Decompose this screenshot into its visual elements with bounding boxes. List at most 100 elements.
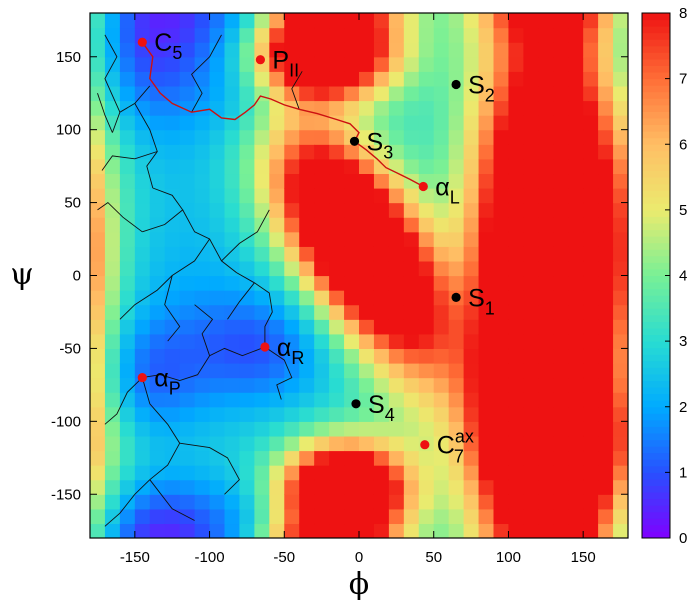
heatmap-cell [463,56,480,72]
heatmap-cell [568,71,584,87]
heatmap-cell [239,319,255,335]
heatmap-cell [568,144,584,160]
heatmap-cell [104,217,121,233]
heatmap-cell [254,377,270,393]
heatmap-cell [598,27,614,43]
heatmap-cell [523,173,539,189]
state-point-marker [418,181,428,192]
heatmap-cell [433,115,450,131]
heatmap-cell [553,202,569,218]
heatmap-cell [508,56,524,72]
heatmap-cell [254,217,270,233]
heatmap-cell [583,56,599,72]
heatmap-cell [463,13,480,29]
heatmap-cell [224,173,241,189]
heatmap-cell [239,465,255,481]
heatmap-cell [314,158,330,175]
heatmap-cell [538,319,554,335]
heatmap-cell [388,450,405,466]
heatmap-cell [523,363,539,379]
heatmap-cell [90,217,106,233]
heatmap-cell [119,290,136,306]
heatmap-cell [568,260,584,277]
heatmap-cell [583,333,599,350]
heatmap-cell [523,275,539,291]
heatmap-cell [508,188,524,204]
heatmap-cell [373,421,390,437]
heatmap-cell [224,129,241,145]
heatmap-cell [508,100,524,116]
heatmap-cell [538,377,554,393]
heatmap-cell [254,523,270,538]
heatmap-cell [329,100,345,116]
heatmap-cell [373,319,390,335]
heatmap-cell [493,42,510,58]
heatmap-cell [583,13,599,29]
colorbar-tick-label: 7 [679,71,687,88]
heatmap-cell [538,304,554,320]
heatmap-cell [254,435,270,452]
heatmap-cell [149,27,166,43]
heatmap-cell [583,421,599,437]
heatmap-cell [508,129,524,145]
colorbar-segment [642,177,670,185]
heatmap-cell [254,348,270,364]
heatmap-cell [314,115,330,131]
heatmap-cell [299,13,315,29]
heatmap-cell [194,392,211,408]
heatmap-cell [538,71,554,87]
heatmap-cell [463,115,480,131]
heatmap-cell [463,85,480,102]
heatmap-cell [329,377,345,393]
heatmap-cell [553,523,569,538]
heatmap-cell [149,377,166,393]
state-label-main: C [154,29,172,57]
heatmap-cell [403,115,420,131]
heatmap-cell [508,115,524,131]
heatmap-cell [299,71,315,87]
heatmap-cell [134,290,151,306]
heatmap-cell [523,260,539,277]
heatmap-cell [359,275,375,291]
heatmap-cell [553,173,569,189]
heatmap-cell [299,392,315,408]
heatmap-cell [299,377,315,393]
heatmap-cell [149,85,166,102]
heatmap-cell [359,392,375,408]
heatmap-cell [299,523,315,538]
heatmap-cell [448,421,465,437]
heatmap-cell [149,115,166,131]
heatmap-cell [568,494,584,510]
heatmap-cell [359,479,375,495]
heatmap-cell [583,71,599,87]
heatmap-cell [493,465,510,481]
heatmap-cell [478,231,495,247]
heatmap-cell [568,158,584,175]
heatmap-cell [433,202,450,218]
heatmap-cell [523,56,539,72]
heatmap-cell [149,494,166,510]
heatmap-cell [149,392,166,408]
heatmap-cell [344,144,360,160]
heatmap-cell [209,13,226,29]
heatmap-cell [598,188,614,204]
heatmap-cell [299,479,315,495]
colorbar-segment [642,419,670,427]
heatmap-cell [508,319,524,335]
heatmap-cell [418,377,435,393]
heatmap-cell [269,406,285,422]
heatmap-cell [403,450,420,466]
heatmap-cell [433,71,450,87]
heatmap-cell [224,100,241,116]
state-point-marker [451,79,461,90]
heatmap-cell [164,406,181,422]
heatmap-cell [254,188,270,204]
heatmap-cell [284,319,300,335]
heatmap-cell [448,144,465,160]
heatmap-cell [239,13,255,29]
heatmap-cell [179,465,196,481]
heatmap-cell [90,363,106,379]
heatmap-cell [179,304,196,320]
colorbar-segment [642,104,670,112]
heatmap-cell [373,115,390,131]
